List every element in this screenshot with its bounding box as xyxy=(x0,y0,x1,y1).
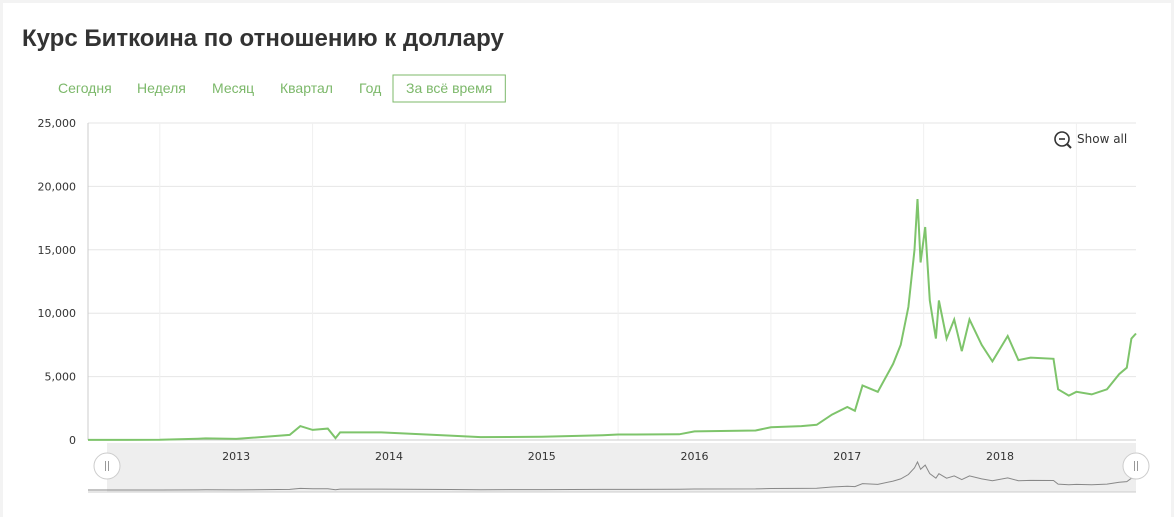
tab[interactable]: Неделя xyxy=(137,80,186,96)
zoom-reset[interactable]: Show all xyxy=(1054,131,1127,149)
tab[interactable]: Месяц xyxy=(212,80,254,96)
navigator-handle[interactable] xyxy=(93,452,121,480)
x-tick-label: 2015 xyxy=(528,450,556,463)
zoom-icon xyxy=(1054,131,1070,147)
tab[interactable]: За всё время xyxy=(406,80,492,96)
zoom-button[interactable]: Show all xyxy=(1077,132,1127,146)
navigator-line xyxy=(88,460,1137,491)
zoom-icon xyxy=(1066,143,1072,149)
y-tick-label: 5,000 xyxy=(45,371,77,384)
page-title: Курс Биткоина по отношению к доллару xyxy=(22,25,504,52)
y-tick-label: 15,000 xyxy=(38,244,77,257)
navigator xyxy=(107,443,1136,492)
tab-active-box xyxy=(392,74,506,103)
price-line xyxy=(87,199,1137,441)
y-tick-label: 0 xyxy=(69,434,76,447)
tab[interactable]: Сегодня xyxy=(58,80,112,96)
y-tick-label: 25,000 xyxy=(38,117,77,130)
x-tick-label: 2018 xyxy=(986,450,1014,463)
card xyxy=(3,3,1171,517)
x-tick-label: 2013 xyxy=(222,450,250,463)
y-tick-label: 10,000 xyxy=(38,307,77,320)
navigator-handle[interactable] xyxy=(1122,452,1150,480)
tab[interactable]: Год xyxy=(359,80,381,96)
tab[interactable]: Квартал xyxy=(280,80,333,96)
x-tick-label: 2014 xyxy=(375,450,403,463)
y-tick-label: 20,000 xyxy=(38,180,77,193)
x-tick-label: 2017 xyxy=(833,450,861,463)
x-tick-label: 2016 xyxy=(680,450,708,463)
